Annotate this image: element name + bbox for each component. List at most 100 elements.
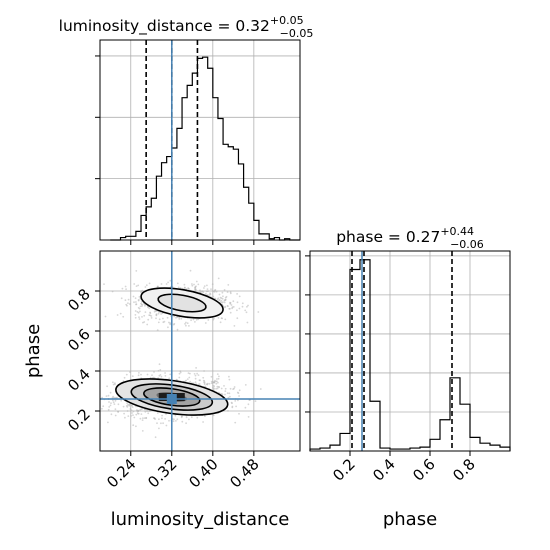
scatter-point: [195, 280, 198, 283]
scatter-point: [112, 383, 115, 386]
scatter-point: [108, 401, 110, 403]
scatter-point: [119, 312, 122, 315]
scatter-point: [157, 369, 160, 372]
scatter-point: [165, 283, 168, 285]
scatter-point: [234, 400, 237, 402]
phase-vs-luminosity-distance-panel: 0.24 0.32 0.40 0.48 0.2 0.4 0.6 0.8: [64, 250, 301, 491]
scatter-point: [183, 283, 186, 286]
scatter-point: [132, 295, 135, 298]
scatter-point: [147, 306, 149, 309]
scatter-point: [146, 323, 149, 326]
scatter-point: [141, 430, 144, 432]
scatter-point: [127, 415, 130, 417]
scatter-point: [218, 375, 220, 378]
scatter-point: [178, 318, 181, 320]
scatter-point: [142, 417, 144, 419]
scatter-point: [147, 412, 150, 415]
scatter-point: [176, 316, 179, 318]
scatter-point: [91, 386, 93, 388]
scatter-point: [160, 422, 162, 425]
scatter-point: [138, 372, 140, 374]
scatter-point: [131, 406, 134, 408]
scatter-frame: [99, 250, 301, 452]
scatter-point: [220, 297, 223, 300]
scatter-point: [141, 305, 143, 307]
scatter-point: [127, 302, 129, 305]
scatter-point: [128, 404, 131, 407]
scatter-point: [227, 396, 230, 399]
scatter-point: [176, 328, 179, 331]
scatter-point: [219, 301, 222, 303]
scatter-point: [130, 415, 133, 417]
scatter-point: [134, 297, 137, 300]
scatter-point: [162, 422, 165, 425]
scatter-point: [107, 408, 110, 411]
scatter-point: [233, 325, 236, 327]
luminosity-distance-histogram-panel: [95, 39, 301, 245]
scatter-point: [168, 419, 170, 422]
scatter-point: [194, 286, 197, 289]
scatter-point: [212, 386, 214, 389]
scatter-point: [188, 418, 190, 421]
scatter-point: [230, 304, 233, 306]
scatter-point: [189, 269, 192, 272]
scatter-point: [190, 416, 193, 419]
scatter-point: [194, 321, 196, 323]
scatter-point: [205, 290, 208, 293]
scatter-point: [131, 412, 133, 414]
scatter-point: [103, 283, 105, 285]
scatter-point: [227, 284, 230, 286]
scatter-point: [162, 317, 164, 320]
scatter-point: [122, 405, 125, 408]
scatter-point: [194, 288, 197, 291]
scatter-y-tick-label: 0.2: [64, 405, 94, 435]
scatter-point: [135, 301, 137, 303]
scatter-point: [245, 311, 248, 314]
scatter-point: [134, 314, 137, 316]
scatter-point: [185, 416, 188, 419]
scatter-point: [203, 285, 206, 287]
scatter-point: [224, 390, 227, 392]
scatter-point: [133, 416, 136, 419]
scatter-point: [223, 385, 225, 387]
scatter-point: [224, 393, 226, 396]
scatter-point: [206, 284, 208, 287]
scatter-point: [197, 283, 200, 286]
scatter-point: [196, 416, 199, 419]
scatter-point: [164, 418, 167, 420]
scatter-point: [236, 301, 239, 304]
scatter-point: [130, 409, 133, 412]
x-axis-label-phase: phase: [383, 509, 437, 530]
scatter-point: [104, 315, 107, 318]
scatter-point: [158, 418, 160, 421]
scatter-point: [137, 311, 140, 314]
scatter-point: [229, 311, 232, 314]
scatter-point: [193, 283, 195, 286]
scatter-point: [227, 410, 229, 412]
density-contour: [143, 387, 201, 407]
scatter-point: [185, 324, 187, 327]
scatter-point: [189, 372, 191, 375]
scatter-point: [229, 395, 231, 398]
scatter-point: [228, 375, 230, 378]
scatter-point: [224, 318, 227, 321]
scatter-point: [184, 323, 186, 325]
phase-histogram-panel: 0.2 0.4 0.6 0.8: [305, 250, 511, 485]
scatter-point: [105, 395, 108, 397]
scatter-point: [132, 424, 135, 427]
scatter-point: [223, 289, 226, 291]
scatter-point: [238, 307, 241, 310]
scatter-point: [140, 408, 143, 411]
scatter-point: [132, 410, 135, 413]
scatter-point: [244, 384, 247, 386]
scatter-point: [231, 406, 234, 409]
scatter-point: [101, 407, 103, 410]
scatter-point: [156, 422, 158, 425]
scatter-point: [137, 299, 140, 302]
scatter-point: [164, 375, 167, 377]
scatter-point: [234, 421, 237, 424]
scatter-point: [143, 321, 146, 323]
scatter-point: [135, 303, 137, 306]
scatter-point: [204, 415, 206, 418]
scatter-point: [202, 379, 205, 382]
